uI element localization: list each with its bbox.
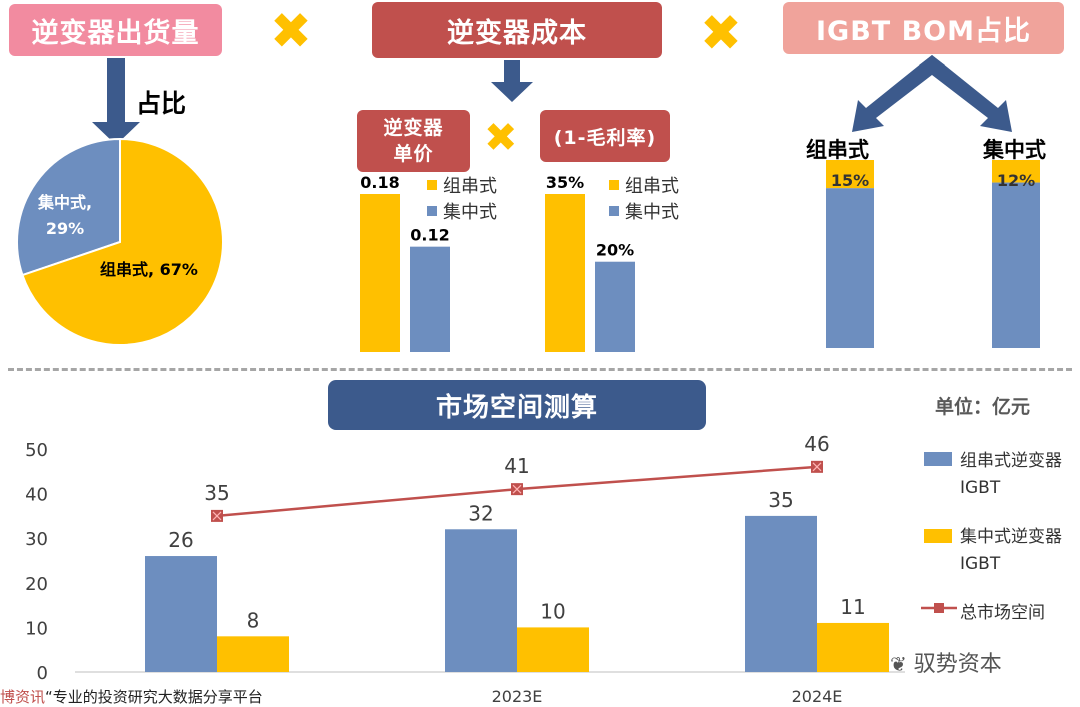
bar-central-igbt <box>217 636 289 672</box>
data-label: 32 <box>468 501 493 525</box>
y-tick-label: 20 <box>25 574 48 595</box>
bom-other-share <box>992 182 1040 348</box>
bar-string <box>545 194 585 352</box>
x-tick-label: 2023E <box>492 687 543 706</box>
shipment-header: 逆变器出货量 <box>9 4 222 56</box>
margin-header: (1-毛利率) <box>540 110 670 162</box>
watermark-left: 博资讯“专业的投资研究大数据分享平台 <box>0 688 263 706</box>
data-label: 35 <box>768 488 793 512</box>
legend-central-label: 集中式 <box>443 202 497 223</box>
legend-central-label: 集中式 <box>625 202 679 223</box>
legend-swatch-central <box>427 206 437 216</box>
bom-other-share <box>826 188 874 348</box>
bom-igbt-share <box>992 160 1040 183</box>
unit-label: 单位：亿元 <box>935 396 1031 418</box>
legend-string-igbt: 组串式逆变器 IGBT <box>960 451 1062 498</box>
bar-central-igbt <box>817 622 889 672</box>
legend-string-label: 组串式 <box>625 176 679 197</box>
pie-label-string: 组串式, 67% <box>100 260 198 279</box>
bar-string <box>360 194 400 352</box>
y-tick-label: 10 <box>25 618 48 639</box>
split-arrow-right-icon <box>919 55 1012 132</box>
bom-central-label: 集中式 <box>983 138 1046 162</box>
data-label: 8 <box>247 608 260 632</box>
market-size-chart: 0 10 20 30 40 50 2023E 2024E 26 32 35 8 10 11 35 41 46 <box>25 432 905 706</box>
margin-chart: 35% 20% <box>545 173 635 352</box>
multiply-icon: ✖ <box>700 4 742 62</box>
igbt-bom-header: IGBT BOM占比 <box>783 2 1064 54</box>
bom-share-label: 12% <box>997 171 1035 190</box>
pie-label-central: 集中式, 29% <box>38 193 93 238</box>
bar-string-igbt <box>145 556 217 672</box>
legend-string-label: 组串式 <box>443 176 497 197</box>
split-arrow-left-icon <box>852 55 945 132</box>
watermark-right: ❦ 驭势资本 <box>890 652 1002 677</box>
down-arrow-icon <box>491 60 533 102</box>
bar-label: 35% <box>546 173 584 192</box>
legend-total: 总市场空间 <box>960 603 1045 623</box>
x-tick-label: 2024E <box>792 687 843 706</box>
bom-share-label: 15% <box>831 171 869 190</box>
pie-slice-central <box>16 137 121 277</box>
unit-price-chart: 0.18 0.12 <box>360 173 450 352</box>
legend-swatch-string-igbt <box>924 452 952 466</box>
multiply-icon: ✖ <box>484 115 518 161</box>
legend-swatch-string <box>609 180 619 190</box>
down-arrow-icon <box>92 58 140 145</box>
y-tick-label: 0 <box>37 663 48 684</box>
y-tick-label: 50 <box>25 440 48 461</box>
legend-swatch-central-igbt <box>924 529 952 543</box>
multiply-icon: ✖ <box>270 2 312 60</box>
bom-igbt-share <box>826 160 874 189</box>
line-point-mark <box>212 511 222 521</box>
cost-header: 逆变器成本 <box>372 2 662 58</box>
legend-swatch-string <box>427 180 437 190</box>
igbt-bom-chart: 15% 12% <box>826 160 1040 348</box>
bar-label: 0.12 <box>410 226 449 245</box>
line-point-mark <box>512 484 522 494</box>
y-tick-label: 40 <box>25 485 48 506</box>
bar-label: 0.18 <box>360 173 399 192</box>
section-divider <box>8 368 1072 371</box>
legend-central-igbt: 集中式逆变器 IGBT <box>960 527 1062 574</box>
bar-string-igbt <box>445 529 517 672</box>
legend-swatch-total <box>921 603 957 613</box>
bom-string-label: 组串式 <box>806 138 869 162</box>
market-size-title: 市场空间测算 <box>328 380 706 430</box>
bar-central <box>595 261 635 352</box>
data-label: 26 <box>168 528 193 552</box>
line-data-label: 35 <box>204 481 229 505</box>
legend-swatch-central <box>609 206 619 216</box>
data-label: 11 <box>840 595 865 619</box>
shipment-pie-chart <box>16 137 224 346</box>
pie-slice-string <box>21 137 224 346</box>
bar-central <box>410 246 450 352</box>
line-point-mark <box>812 462 822 472</box>
y-tick-label: 30 <box>25 529 48 550</box>
arrows-layer <box>92 55 1012 145</box>
data-label: 10 <box>540 599 565 623</box>
bar-string-igbt <box>745 515 817 672</box>
wechat-icon: ❦ <box>890 652 907 676</box>
share-label: 占比 <box>136 89 187 118</box>
line-data-label: 41 <box>504 454 529 478</box>
bar-label: 20% <box>596 241 634 260</box>
unit-price-header: 逆变器 单价 <box>357 110 470 172</box>
bar-central-igbt <box>517 627 589 672</box>
line-data-label: 46 <box>804 432 829 456</box>
